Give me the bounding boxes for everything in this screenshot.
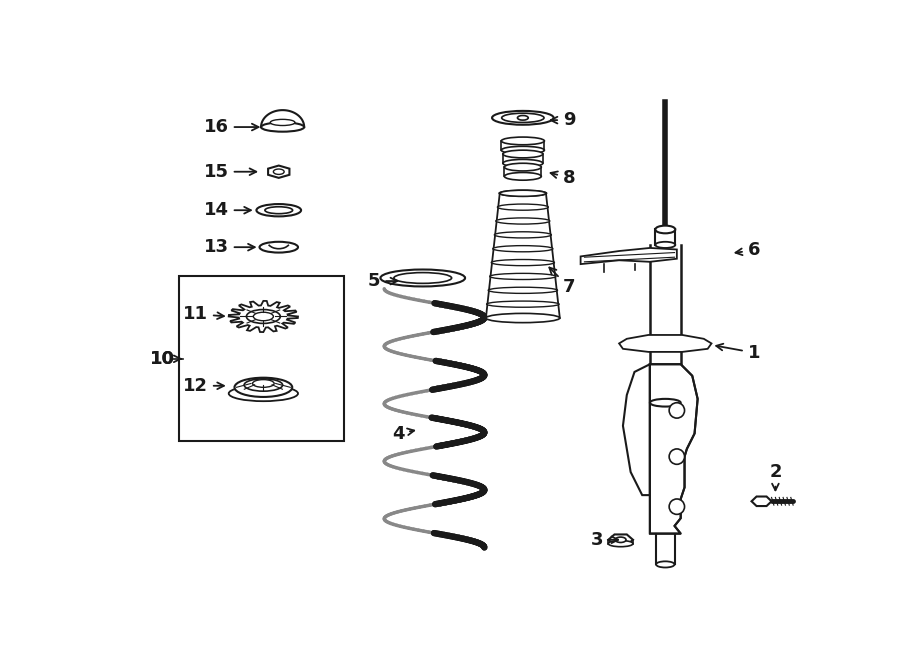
- Ellipse shape: [650, 399, 680, 407]
- Circle shape: [669, 499, 685, 514]
- Ellipse shape: [259, 242, 298, 253]
- Ellipse shape: [256, 204, 302, 216]
- Text: 15: 15: [204, 163, 256, 180]
- Text: 7: 7: [549, 268, 575, 296]
- Ellipse shape: [493, 246, 553, 252]
- Ellipse shape: [486, 313, 560, 323]
- Text: 13: 13: [204, 238, 255, 256]
- Ellipse shape: [394, 272, 452, 284]
- Ellipse shape: [501, 113, 544, 122]
- Text: 2: 2: [770, 463, 782, 490]
- Text: 11: 11: [183, 305, 224, 323]
- Circle shape: [669, 403, 685, 418]
- Ellipse shape: [253, 379, 274, 387]
- Ellipse shape: [501, 146, 544, 154]
- Text: 16: 16: [204, 118, 258, 136]
- Text: 3: 3: [590, 531, 618, 549]
- Text: 10: 10: [150, 350, 175, 368]
- Ellipse shape: [254, 312, 274, 321]
- Polygon shape: [268, 165, 290, 178]
- FancyBboxPatch shape: [179, 276, 344, 442]
- Ellipse shape: [274, 169, 284, 175]
- Ellipse shape: [235, 377, 292, 397]
- Ellipse shape: [492, 111, 554, 125]
- Ellipse shape: [503, 159, 543, 167]
- Ellipse shape: [491, 260, 554, 266]
- Text: 9: 9: [551, 111, 575, 129]
- Text: 10: 10: [150, 350, 181, 368]
- Ellipse shape: [244, 379, 283, 391]
- Polygon shape: [650, 364, 698, 533]
- Ellipse shape: [616, 537, 626, 543]
- Ellipse shape: [503, 150, 543, 158]
- Text: 12: 12: [183, 377, 224, 395]
- Ellipse shape: [496, 218, 550, 224]
- Ellipse shape: [504, 163, 541, 171]
- Polygon shape: [608, 535, 633, 545]
- Ellipse shape: [501, 137, 544, 145]
- Text: 14: 14: [204, 201, 251, 219]
- Text: 8: 8: [551, 169, 575, 187]
- Text: 4: 4: [392, 424, 414, 442]
- Ellipse shape: [247, 309, 280, 323]
- Ellipse shape: [608, 541, 633, 547]
- Ellipse shape: [229, 386, 298, 401]
- Ellipse shape: [655, 225, 675, 233]
- Ellipse shape: [381, 270, 465, 286]
- Ellipse shape: [498, 204, 548, 210]
- Polygon shape: [752, 496, 771, 506]
- Polygon shape: [229, 301, 298, 332]
- Text: 6: 6: [735, 241, 760, 259]
- Ellipse shape: [656, 561, 674, 568]
- Ellipse shape: [499, 190, 546, 196]
- Ellipse shape: [487, 301, 559, 307]
- Ellipse shape: [490, 274, 556, 280]
- Ellipse shape: [494, 232, 552, 238]
- Ellipse shape: [265, 207, 292, 214]
- Ellipse shape: [261, 122, 304, 132]
- Ellipse shape: [655, 242, 675, 248]
- Ellipse shape: [488, 288, 557, 293]
- Polygon shape: [619, 335, 712, 352]
- Ellipse shape: [518, 116, 528, 120]
- Circle shape: [669, 449, 685, 464]
- Text: 1: 1: [716, 344, 760, 362]
- Ellipse shape: [270, 120, 295, 126]
- Polygon shape: [580, 248, 677, 264]
- Ellipse shape: [504, 173, 541, 180]
- Polygon shape: [623, 364, 650, 495]
- Text: 5: 5: [368, 272, 397, 290]
- Ellipse shape: [500, 190, 546, 196]
